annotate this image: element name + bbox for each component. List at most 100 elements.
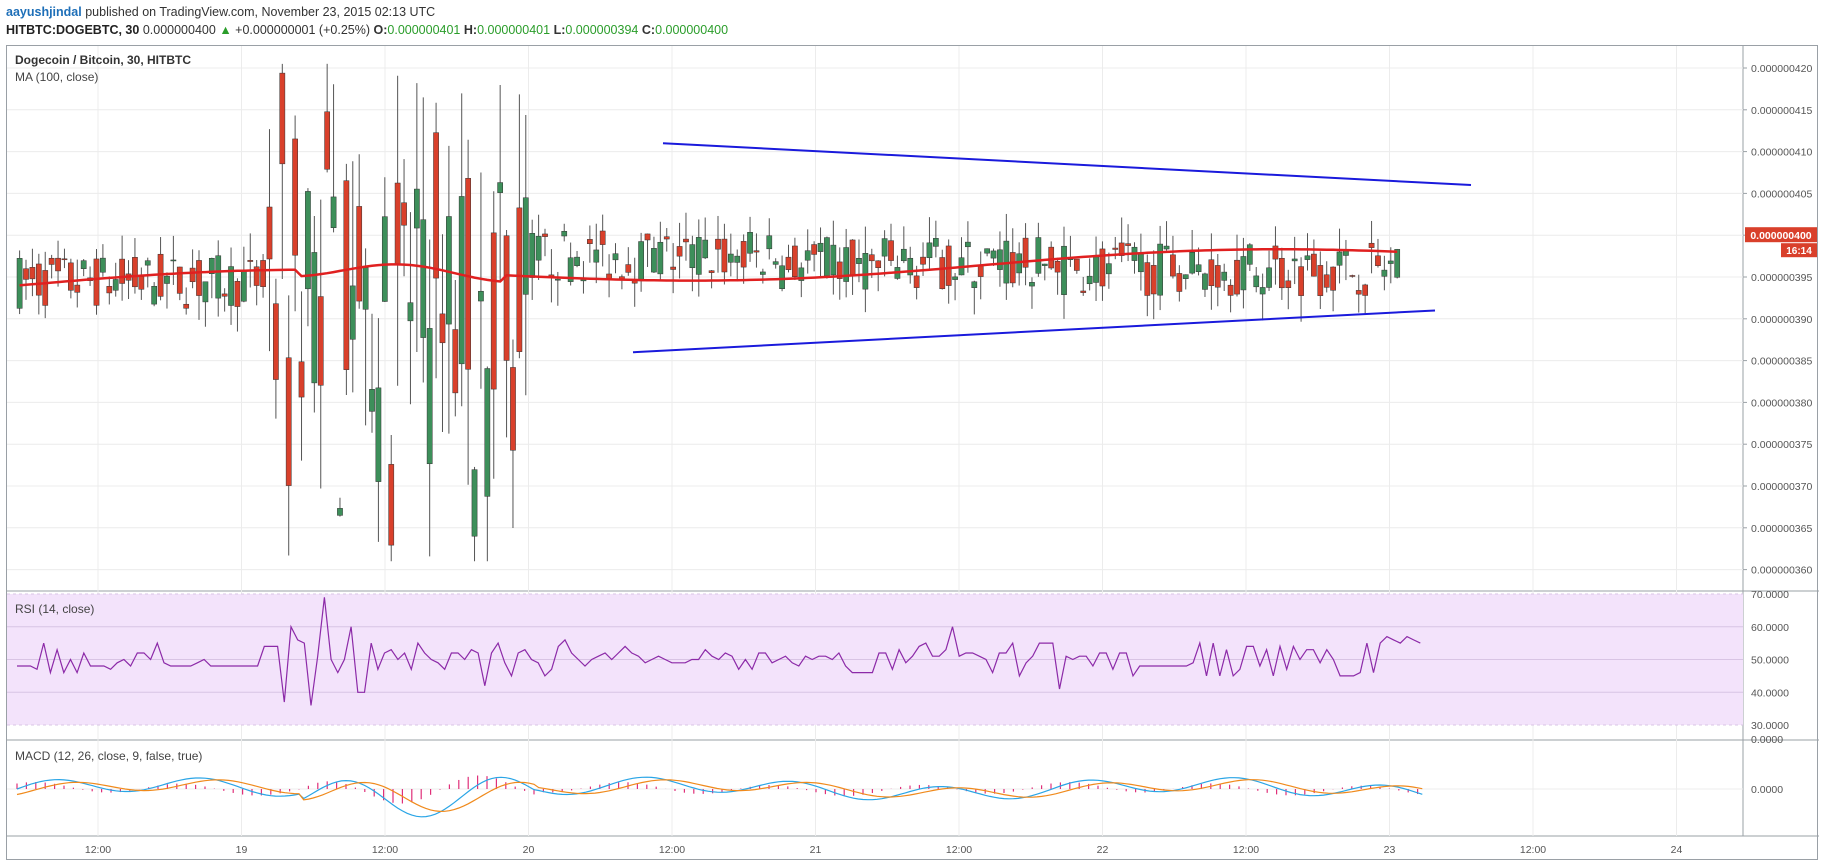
- candle-down: [708, 270, 715, 273]
- candle-up: [1029, 282, 1035, 287]
- candle-down: [74, 284, 81, 293]
- candle-down: [279, 72, 286, 165]
- price-tick-label: 0.000000365: [1751, 523, 1812, 535]
- rsi-tick-label: 40.0000: [1751, 687, 1789, 699]
- candle-up: [112, 279, 119, 291]
- candle-down: [247, 260, 254, 262]
- candle-down: [945, 245, 952, 286]
- candle-up: [1266, 267, 1272, 288]
- candle-up: [1041, 263, 1048, 266]
- candle-up: [362, 267, 369, 310]
- candle-down: [811, 244, 817, 255]
- candle-up: [1106, 263, 1112, 275]
- rsi-tick-label: 70.0000: [1751, 589, 1789, 601]
- candle-up: [933, 238, 939, 247]
- candle-down: [29, 267, 36, 280]
- time-tick-label: 12:00: [1233, 844, 1259, 856]
- candle-down: [42, 270, 49, 306]
- candle-down: [317, 296, 324, 386]
- candle-up: [657, 241, 664, 275]
- candle-up: [458, 196, 465, 365]
- candle-up: [202, 281, 209, 303]
- candle-down: [721, 238, 728, 273]
- price-tick-label: 0.000000405: [1751, 188, 1812, 200]
- candle-up: [862, 253, 869, 290]
- candle-down: [920, 256, 926, 265]
- candle-up: [426, 328, 433, 465]
- macd-pane-title[interactable]: MACD (12, 26, close, 9, false, true): [15, 749, 203, 763]
- candle-up: [337, 508, 343, 516]
- candle-up: [561, 231, 568, 237]
- candle-down: [1022, 237, 1029, 268]
- candle-up: [1195, 264, 1202, 272]
- author-link[interactable]: aayushjindal: [6, 5, 82, 19]
- low-value: 0.000000394: [565, 23, 639, 37]
- candle-up: [1394, 249, 1401, 278]
- candle-down: [888, 240, 894, 261]
- candle-down: [401, 202, 407, 226]
- chart-svg[interactable]: 12:00 19 12:00 20 12:00 21 12:00 22 12:00 23 12:00…: [7, 46, 1819, 861]
- time-tick-label: 19: [236, 844, 248, 856]
- candle-up: [330, 196, 337, 229]
- candle-up: [16, 258, 23, 309]
- candle-up: [747, 232, 753, 254]
- high-value: 0.000000401: [477, 23, 551, 37]
- candle-down: [490, 232, 497, 390]
- main-pane-title: Dogecoin / Bitcoin, 30, HITBTC: [15, 53, 192, 67]
- candle-down: [138, 276, 145, 290]
- candle-down: [510, 367, 516, 451]
- candle-down: [1362, 284, 1369, 296]
- candle-up: [522, 197, 529, 295]
- price-tick-label: 0.000000420: [1751, 63, 1812, 75]
- open-value: 0.000000401: [387, 23, 461, 37]
- candle-down: [1349, 275, 1356, 277]
- candle-down: [644, 233, 651, 241]
- candle-down: [119, 258, 125, 284]
- rsi-line: [17, 597, 1421, 706]
- candle-down: [1144, 262, 1151, 296]
- candle-down: [868, 254, 875, 262]
- ma-indicator-title[interactable]: MA (100, close): [15, 70, 99, 84]
- candle-down: [1317, 265, 1324, 296]
- candle-down: [298, 361, 305, 398]
- candle-down: [292, 138, 298, 256]
- candle-up: [1381, 269, 1388, 277]
- candle-down: [23, 268, 29, 280]
- candle-down: [740, 241, 747, 268]
- candle-up: [1093, 256, 1099, 283]
- candle-up: [926, 242, 933, 259]
- candle-up: [734, 255, 741, 263]
- candle-down: [132, 257, 138, 288]
- candle-up: [804, 250, 811, 261]
- candle-up: [817, 242, 824, 252]
- rsi-tick-label: 50.0000: [1751, 655, 1789, 667]
- candle-up: [593, 249, 600, 263]
- candle-up: [965, 241, 971, 248]
- price-tick-label: 0.000000390: [1751, 314, 1812, 326]
- time-tick-label: 21: [810, 844, 822, 856]
- candle-down: [875, 260, 882, 269]
- candle-up: [689, 244, 696, 269]
- candle-up: [497, 182, 504, 193]
- time-tick-label: 12:00: [946, 844, 972, 856]
- candle-down: [670, 266, 677, 270]
- candle-down: [1125, 243, 1131, 246]
- candle-down: [61, 258, 68, 261]
- timer-badge: 16:14: [1786, 246, 1812, 257]
- candle-down: [68, 262, 74, 291]
- candle-up: [554, 278, 561, 281]
- candle-down: [1368, 242, 1375, 248]
- candle-up: [478, 290, 484, 302]
- candle-down: [1208, 259, 1215, 286]
- candle-down: [388, 464, 395, 546]
- candle-up: [651, 248, 657, 273]
- candle-down: [676, 246, 683, 257]
- candle-up: [971, 281, 978, 288]
- candle-down: [836, 261, 843, 279]
- chart-frame[interactable]: 12:00 19 12:00 20 12:00 21 12:00 22 12:00 23 12:00…: [6, 45, 1819, 861]
- candle-up: [798, 267, 805, 281]
- rsi-pane-title[interactable]: RSI (14, close): [15, 602, 95, 616]
- candle-down: [394, 182, 401, 266]
- candle-down: [266, 206, 273, 260]
- candle-down: [35, 263, 42, 296]
